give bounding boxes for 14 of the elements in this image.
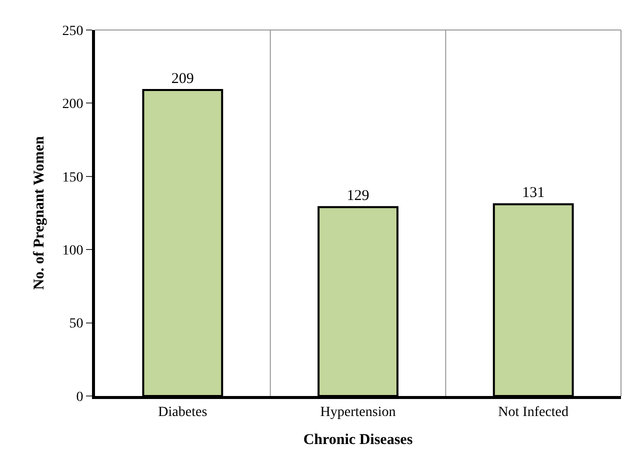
y-tick-label: 100 — [62, 244, 84, 258]
x-axis-title: Chronic Diseases — [303, 432, 413, 448]
y-tick-label: 150 — [62, 170, 84, 186]
x-tick-label: Diabetes — [158, 404, 208, 420]
data-label: 209 — [171, 71, 194, 88]
y-axis-title: No. of Pregnant Women — [31, 136, 48, 290]
x-tick-label: Not Infected — [498, 404, 569, 420]
y-tick-label: 200 — [62, 97, 84, 112]
y-tick-label: 0 — [76, 390, 84, 405]
y-tick-label: 50 — [69, 316, 84, 332]
data-label: 129 — [346, 188, 370, 204]
data-label: 131 — [522, 185, 545, 202]
y-tick-label: 250 — [62, 24, 84, 39]
x-tick-label: Hypertension — [320, 404, 396, 420]
